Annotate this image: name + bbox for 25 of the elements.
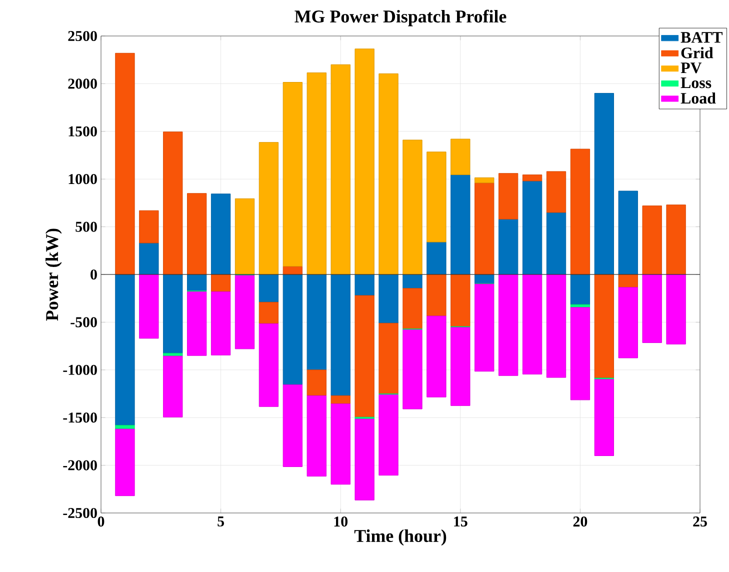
y-tick-label: 1000 bbox=[68, 174, 97, 184]
y-tick-label: 2000 bbox=[68, 78, 97, 89]
y-tick-label: 500 bbox=[76, 222, 97, 232]
x-tick-label: 25 bbox=[693, 516, 707, 527]
y-tick-label: -2000 bbox=[63, 460, 97, 470]
chart-title: MG Power Dispatch Profile bbox=[294, 10, 506, 26]
legend-label: Grid bbox=[681, 47, 714, 58]
y-tick-label: -500 bbox=[70, 317, 97, 328]
x-tick-label: 5 bbox=[218, 516, 224, 526]
legend-label: Loss bbox=[680, 78, 712, 88]
x-tick-label: 10 bbox=[334, 516, 348, 527]
x-tick-label: 20 bbox=[573, 516, 588, 527]
legend-label: PV bbox=[680, 62, 702, 74]
legend-label: BATT bbox=[680, 32, 723, 43]
y-axis-title: Power (kW) bbox=[46, 228, 62, 321]
x-axis-title: Time (hour) bbox=[354, 529, 446, 546]
x-tick-label: 15 bbox=[454, 516, 468, 527]
y-tick-label: 0 bbox=[90, 269, 97, 280]
y-tick-label: 2500 bbox=[68, 30, 97, 42]
y-tick-label: 1500 bbox=[68, 126, 97, 136]
legend-label: Load bbox=[680, 92, 716, 104]
y-tick-label: -2500 bbox=[63, 508, 97, 518]
y-tick-label: -1000 bbox=[63, 364, 97, 375]
y-tick-label: -1500 bbox=[63, 412, 97, 423]
x-tick-label: 0 bbox=[98, 516, 104, 527]
